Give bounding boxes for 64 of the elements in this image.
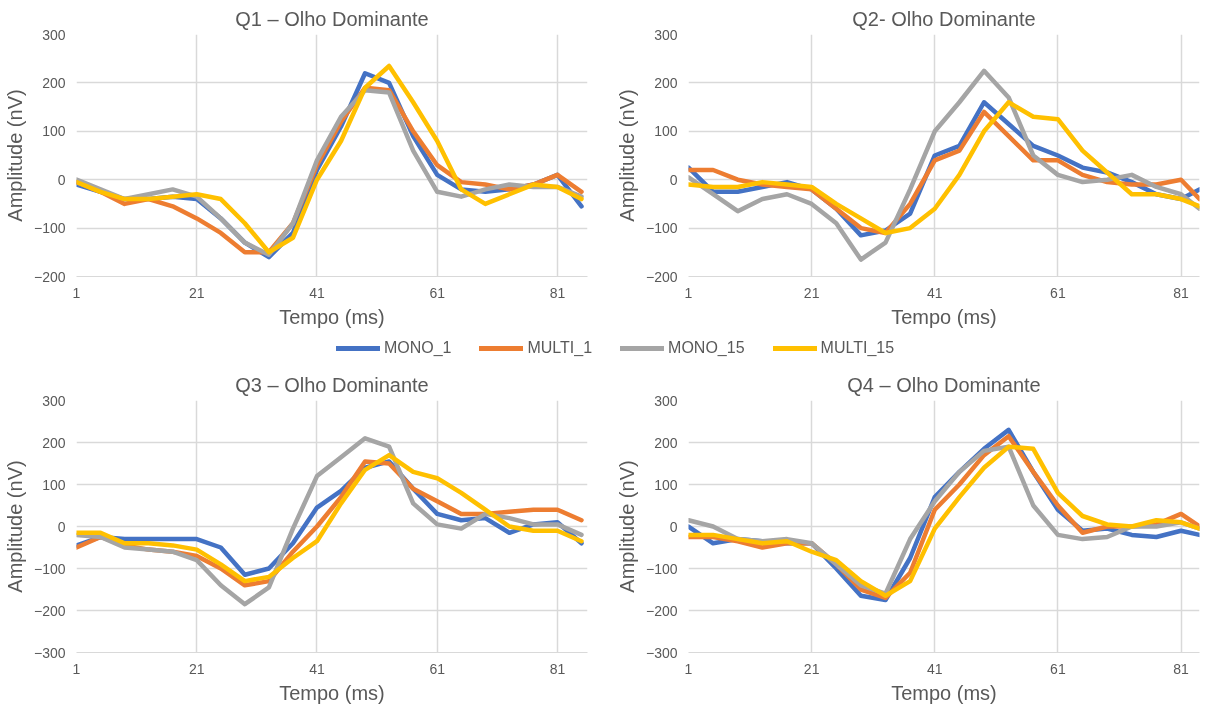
x-axis-title: Tempo (ms)	[891, 305, 997, 328]
legend-label: MULTI_1	[527, 338, 593, 359]
y-tick-label: 0	[57, 518, 66, 535]
x-tick-label: 41	[926, 284, 943, 301]
y-tick-label: 300	[42, 392, 66, 409]
y-axis-title: Amplitude (nV)	[615, 460, 638, 593]
legend-label: MULTI_15	[820, 338, 895, 359]
y-tick-label: 0	[669, 171, 678, 188]
y-tick-label: −100	[645, 220, 678, 237]
chart-title: Q3 – Olho Dominante	[235, 373, 429, 396]
chart-title: Q1 – Olho Dominante	[235, 7, 429, 30]
y-tick-label: −200	[33, 268, 66, 285]
line-series	[76, 436, 584, 607]
y-axis-title: Amplitude (nV)	[3, 89, 26, 222]
x-tick-label: 81	[1173, 284, 1190, 301]
y-tick-label: 0	[57, 171, 66, 188]
y-tick-label: −100	[33, 560, 66, 577]
y-tick-label: 200	[654, 434, 678, 451]
y-tick-label: 300	[654, 26, 678, 43]
legend-label: MONO_1	[383, 338, 452, 359]
y-tick-label: 300	[42, 26, 66, 43]
y-tick-label: 100	[42, 476, 66, 493]
y-tick-label: 100	[42, 123, 66, 140]
chart-title: Q4 – Olho Dominante	[847, 373, 1041, 396]
x-tick-label: 81	[549, 284, 566, 301]
y-tick-label: 0	[669, 518, 678, 535]
x-tick-label: 1	[72, 660, 81, 677]
y-tick-label: −200	[33, 602, 66, 619]
x-tick-label: 61	[429, 284, 446, 301]
x-tick-label: 41	[926, 660, 943, 677]
chart-title: Q2- Olho Dominante	[852, 7, 1036, 30]
y-tick-label: −200	[645, 268, 678, 285]
y-tick-label: −300	[645, 644, 678, 661]
y-axis-title: Amplitude (nV)	[3, 460, 26, 593]
x-tick-label: 21	[188, 284, 205, 301]
line-series	[688, 68, 1200, 262]
y-tick-label: 300	[654, 392, 678, 409]
x-tick-label: 61	[429, 660, 446, 677]
y-tick-label: 100	[654, 123, 678, 140]
x-tick-label: 1	[684, 284, 693, 301]
y-tick-label: −300	[33, 644, 66, 661]
y-tick-label: 200	[42, 74, 66, 91]
x-tick-label: 61	[1050, 660, 1066, 677]
y-tick-label: 200	[42, 434, 66, 451]
x-tick-label: 21	[188, 660, 205, 677]
x-axis-title: Tempo (ms)	[279, 681, 385, 704]
x-tick-label: 81	[549, 660, 566, 677]
y-tick-label: −200	[645, 602, 678, 619]
x-tick-label: 41	[309, 660, 325, 677]
x-tick-label: 61	[1050, 284, 1066, 301]
x-tick-label: 21	[803, 660, 820, 677]
y-tick-label: −100	[645, 560, 678, 577]
x-tick-label: 81	[1173, 660, 1190, 677]
y-tick-label: 100	[654, 476, 678, 493]
y-tick-label: 200	[654, 74, 678, 91]
x-tick-label: 1	[684, 660, 693, 677]
x-tick-label: 21	[803, 284, 820, 301]
legend-label: MONO_15	[668, 338, 745, 359]
x-tick-label: 1	[72, 284, 81, 301]
x-tick-label: 41	[309, 284, 325, 301]
y-tick-label: −100	[33, 220, 66, 237]
y-axis-title: Amplitude (nV)	[615, 89, 638, 222]
x-axis-title: Tempo (ms)	[279, 305, 385, 328]
x-axis-title: Tempo (ms)	[891, 681, 997, 704]
